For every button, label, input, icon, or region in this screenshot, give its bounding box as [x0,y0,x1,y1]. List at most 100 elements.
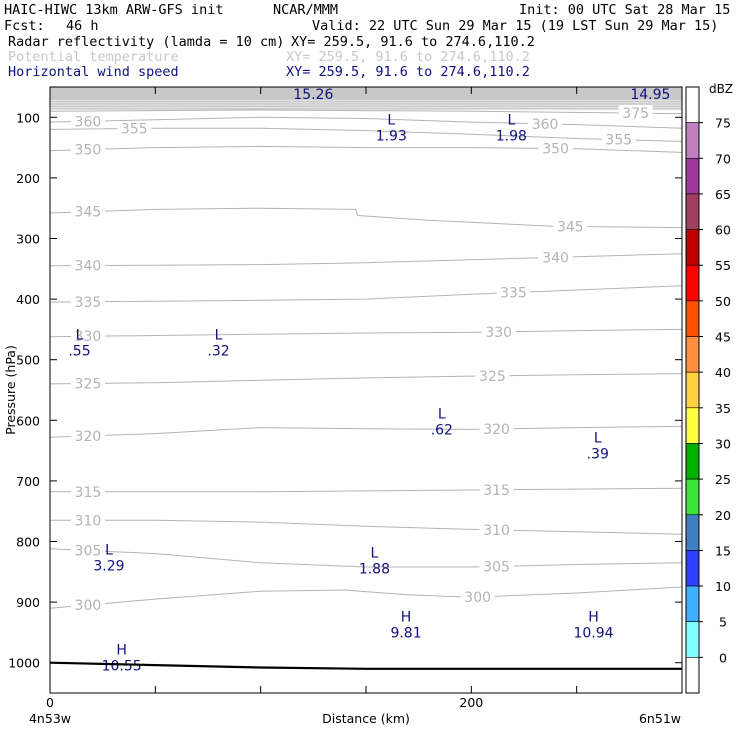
colorbar-level-10: 10 [715,579,731,594]
forecast-label: Fcst: [4,18,45,34]
wind-extremum-value-3: .32 [207,344,229,360]
theta-label-355-1: 355 [605,133,632,149]
colorbar-level-70: 70 [715,151,731,166]
colorbar-swatch-7 [685,336,700,373]
theta-contour-335 [50,285,682,303]
theta-label-325-1: 325 [479,369,506,385]
colorbar-swatch-4 [685,229,700,266]
wind-extremum-value-7: 1.88 [359,562,390,578]
wind-extremum-kind-10: H [116,643,127,659]
top-wind-value-1: 14.95 [630,87,670,103]
colorbar-level-25: 25 [715,472,731,487]
theta-label-305-0: 305 [75,544,102,560]
theta-label-320-1: 320 [483,422,510,438]
colorbar-level-30: 30 [715,436,731,451]
theta-contour-330 [50,328,682,338]
theta-label-bg-375-0 [618,105,653,121]
wind-extremum-kind-2: L [76,328,84,344]
theta-label-bg-350-1 [538,140,573,156]
y-tick-label-800: 800 [16,535,40,550]
colorbar-swatch-0 [685,86,700,123]
theta-contour-310 [50,519,682,535]
theta-label-bg-340-1 [538,249,573,265]
wind-extremum-value-1: 1.98 [496,128,527,144]
y-tick-label-900: 900 [16,595,40,610]
colorbar-swatch-10 [685,443,700,480]
y-tick-label-200: 200 [16,171,40,186]
colorbar-level-45: 45 [715,330,731,345]
theta-label-330-1: 330 [485,325,512,341]
colorbar-swatch-6 [685,300,700,337]
y-tick-label-500: 500 [16,353,40,368]
field-xy-reflectivity: XY= 259.5, 91.6 to 274.6,110.2 [291,34,535,50]
colorbar-swatch-11 [685,478,700,516]
theta-label-355-0: 355 [121,121,148,137]
y-tick-label-100: 100 [16,110,40,125]
colorbar-level-65: 65 [715,187,731,202]
wind-extremum-value-8: 9.81 [390,625,421,641]
theta-label-305-1: 305 [483,559,510,575]
theta-label-bg-355-0 [117,120,152,136]
x-end-label: 6n51w [639,711,681,726]
theta-label-bg-360-1 [528,115,563,131]
wind-extremum-kind-4: L [438,406,446,422]
theta-label-350-1: 350 [542,142,569,158]
theta-label-375-0: 375 [622,106,649,122]
top-wind-value-0: 15.26 [293,87,333,103]
wind-extremum-kind-3: L [215,328,223,344]
theta-label-340-0: 340 [75,259,102,275]
theta-label-300-1: 300 [464,590,491,606]
theta-label-bg-330-1 [481,323,516,339]
colorbar-swatch-12 [685,514,700,551]
theta-label-335-1: 335 [500,286,527,302]
forecast-hours: 46 h [66,18,99,34]
x-tick-label-0: 0 [46,695,54,710]
colorbar-swatch-1 [685,122,700,159]
wind-extremum-kind-7: L [371,546,379,562]
theta-label-360-1: 360 [532,117,559,133]
theta-label-360-0: 360 [75,114,102,130]
theta-label-310-0: 310 [75,513,102,529]
theta-contour-315 [50,487,682,493]
theta-contour-375 [50,109,682,115]
wind-extremum-value-0: 1.93 [376,128,407,144]
theta-label-bg-320-1 [479,420,514,436]
y-axis-label: Pressure (hPa) [3,345,18,435]
theta-label-315-1: 315 [483,483,510,499]
wind-extremum-kind-0: L [387,112,395,128]
theta-label-bg-310-1 [479,521,514,537]
theta-label-bg-300-0 [70,596,105,612]
theta-label-bg-350-0 [70,141,105,157]
wind-extremum-kind-1: L [507,112,515,128]
theta-label-335-0: 335 [75,295,102,311]
plot-frame [49,86,683,694]
theta-contour-300 [50,586,682,609]
theta-label-bg-340-0 [70,257,105,273]
colorbar-level-40: 40 [715,365,731,380]
theta-label-350-0: 350 [75,143,102,159]
theta-label-bg-305-0 [70,542,105,558]
colorbar-swatch-15 [685,621,700,658]
theta-label-bg-345-0 [70,203,105,219]
y-tick-label-300: 300 [16,232,40,247]
theta-label-bg-315-0 [70,483,105,499]
theta-contour-325 [50,373,682,385]
colorbar-level-35: 35 [715,401,731,416]
axes: 100 200 300 400 500 600 700 800 900 1000 0 200 Press… [3,86,683,726]
theta-contour-345 [50,207,682,229]
field-xy-theta: XY= 259.5, 91.6 to 274.6,110.2 [286,49,530,65]
theta-label-310-1: 310 [483,523,510,539]
theta-label-bg-315-1 [479,481,514,497]
colorbar-swatch-13 [685,550,700,587]
wind-extremum-kind-6: L [105,543,113,559]
theta-label-315-0: 315 [75,485,102,501]
theta-label-bg-330-0 [70,328,105,344]
theta-label-bg-325-1 [475,367,510,383]
theta-label-bg-320-0 [70,427,105,443]
colorbar-unit: dBZ [709,82,733,96]
plot-area: 300 300 305 305 310 310 315 315 320 320 325 325 330 3… [50,87,682,675]
colorbar-swatch-2 [685,157,700,195]
theta-contour-360 [50,116,682,129]
colorbar-level-15: 15 [715,543,731,558]
